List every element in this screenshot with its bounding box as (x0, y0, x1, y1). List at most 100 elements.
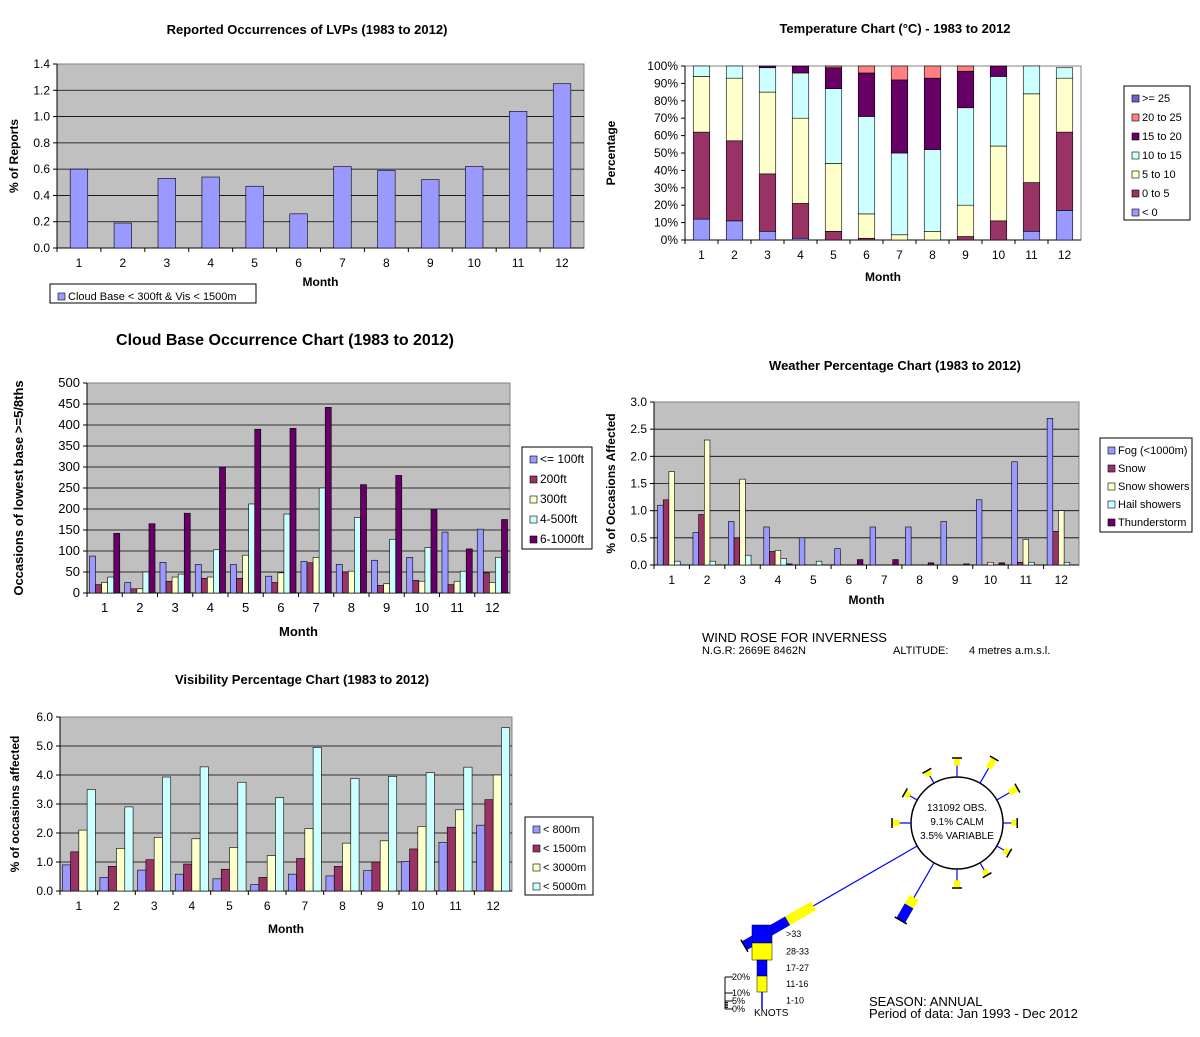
x-tick-label: 6 (845, 573, 852, 587)
y-tick-label: 0.0 (630, 558, 647, 572)
legend-label: 15 to 20 (1142, 131, 1182, 143)
bar (107, 866, 117, 892)
key-speed-block (751, 942, 773, 961)
x-tick-label: 6 (863, 248, 870, 262)
legend-label: < 800m (543, 824, 580, 836)
legend-label: < 5000m (543, 881, 586, 893)
y-tick-label: 200 (58, 501, 80, 516)
bar (763, 526, 770, 566)
bar (296, 858, 306, 892)
bar (780, 558, 787, 566)
legend-label: Hail showers (1118, 499, 1181, 511)
legend-label: < 1500m (543, 843, 586, 855)
key-speed-block (751, 924, 773, 944)
bar (1052, 531, 1059, 566)
bar (266, 855, 276, 892)
legend-swatch (1131, 208, 1140, 217)
bar (237, 781, 247, 892)
weather-chart: Weather Percentage Chart (1983 to 2012) 0… (604, 358, 1193, 607)
bar (1022, 93, 1041, 183)
y-tick-label: 300 (58, 459, 80, 474)
bar (856, 559, 864, 566)
legend-swatch (1131, 151, 1140, 160)
legend-swatch (1131, 170, 1140, 179)
bar (107, 576, 115, 594)
windrose-arm (1003, 818, 1018, 828)
bar (245, 185, 264, 249)
bar (857, 72, 876, 117)
x-tick-label: 1 (101, 600, 108, 615)
bar (956, 70, 975, 109)
y-axis-label: Percentage (604, 120, 618, 185)
bar (1055, 77, 1074, 133)
key-scale-label: 0% (732, 1004, 745, 1014)
bar (283, 513, 291, 594)
windrose-arm (901, 788, 918, 801)
legend-swatch (532, 825, 541, 834)
bar (177, 573, 185, 594)
bar (791, 72, 810, 119)
bar (698, 514, 705, 566)
y-tick-label: 0.5 (630, 531, 647, 545)
bar (95, 584, 102, 594)
bar (1017, 561, 1024, 566)
x-tick-label: 3 (764, 248, 771, 262)
bar (229, 847, 239, 892)
y-tick-label: 0.0 (36, 884, 53, 898)
bar (989, 220, 1008, 241)
bar (1011, 461, 1018, 566)
x-tick-label: 9 (383, 600, 390, 615)
key-speed-block (756, 959, 768, 977)
bar (383, 583, 390, 594)
bar (271, 582, 279, 594)
cloudbase-chart-panel: Cloud Base Occurrence Chart (1983 to 201… (0, 320, 600, 660)
windrose-arm (979, 862, 992, 879)
windrose-altitude-label: ALTITUDE: (893, 645, 949, 657)
bar (242, 554, 249, 594)
bar (703, 439, 711, 566)
windrose-arm (996, 845, 1013, 858)
bar (774, 550, 782, 566)
windrose-arm (894, 862, 935, 925)
legend-swatch (1131, 132, 1140, 141)
x-tick-label: 9 (962, 248, 969, 262)
bar (306, 562, 314, 594)
windrose-season: SEASON: ANNUAL (869, 994, 983, 1009)
windrose-obs: 131092 OBS. (927, 803, 987, 814)
bar (113, 222, 132, 249)
bar (956, 65, 975, 72)
plot-area (56, 63, 585, 249)
bar (455, 809, 465, 892)
x-tick-label: 12 (486, 899, 500, 913)
cloudbase-chart: Cloud Base Occurrence Chart (1983 to 201… (11, 332, 593, 639)
x-tick-label: 5 (226, 899, 233, 913)
y-tick-label: 3.0 (36, 797, 53, 811)
x-tick-label: 4 (188, 899, 195, 913)
bar (325, 875, 335, 892)
bar (86, 789, 96, 892)
bar (482, 572, 490, 594)
y-tick-label: 450 (58, 396, 80, 411)
bar (739, 478, 746, 566)
bar (341, 571, 349, 594)
bar (476, 824, 486, 892)
legend-swatch (1107, 518, 1116, 527)
bar (162, 776, 172, 892)
x-tick-label: 2 (731, 248, 738, 262)
bar (905, 526, 912, 566)
bar (248, 503, 256, 594)
bar (130, 588, 138, 594)
bar (657, 504, 664, 566)
bar (409, 848, 419, 892)
bar (824, 163, 843, 232)
x-tick-label: 7 (339, 256, 346, 270)
y-tick-label: 4.0 (36, 768, 53, 782)
bar (277, 572, 285, 594)
legend-swatch (1107, 482, 1116, 491)
bar (400, 861, 410, 892)
bar (417, 826, 427, 892)
bar (159, 562, 167, 594)
y-tick-label: 0.8 (33, 136, 50, 150)
x-axis-label: Month (279, 624, 318, 639)
bar (453, 580, 461, 594)
